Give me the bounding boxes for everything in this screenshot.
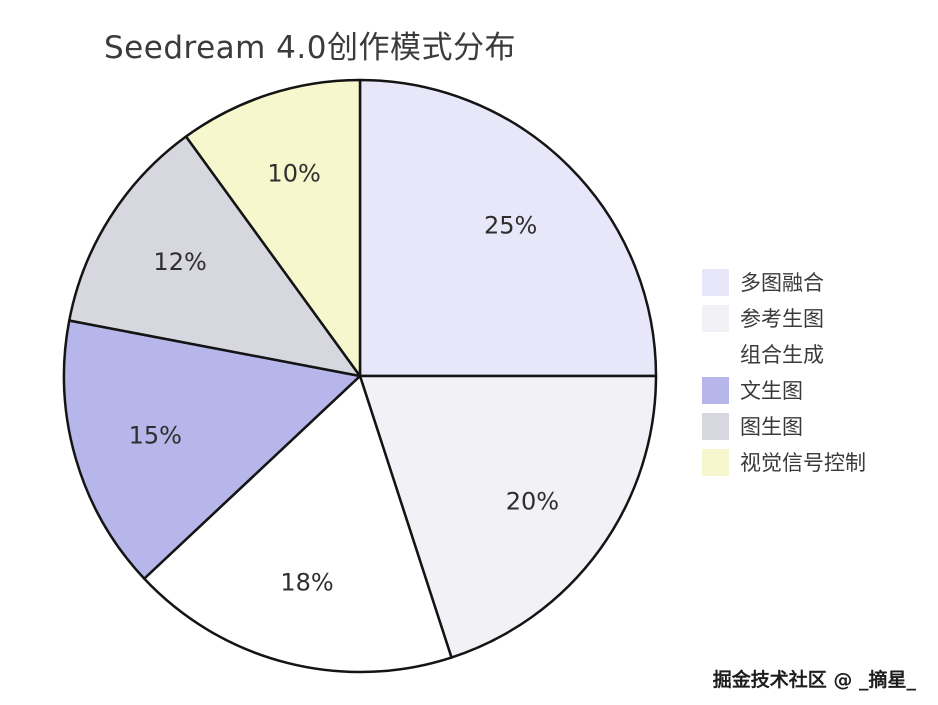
legend-swatch-0 xyxy=(702,268,729,296)
legend-item-5: 视觉信号控制 xyxy=(702,448,866,476)
pie-slice-0 xyxy=(358,78,658,378)
legend-swatch-1 xyxy=(702,304,729,332)
legend-label-5: 视觉信号控制 xyxy=(740,451,866,475)
legend-label-0: 多图融合 xyxy=(740,271,824,295)
pie-slice-1 xyxy=(358,374,658,659)
legend-label-4: 图生图 xyxy=(740,415,803,439)
watermark-text: 掘金技术社区 @ _摘星_ xyxy=(712,669,916,691)
pie-slice-label-4: 12% xyxy=(153,248,206,276)
pie-slice-4 xyxy=(67,135,362,378)
legend-label-1: 参考生图 xyxy=(740,307,824,331)
legend-item-2: 组合生成 xyxy=(702,340,866,368)
legend-swatch-2 xyxy=(702,340,729,368)
pie-slice-label-1: 20% xyxy=(506,487,559,515)
legend-swatch-4 xyxy=(702,412,729,440)
pie-slice-label-3: 15% xyxy=(129,422,182,450)
legend-item-1: 参考生图 xyxy=(702,304,866,332)
legend-item-3: 文生图 xyxy=(702,376,866,404)
chart-title: Seedream 4.0创作模式分布 xyxy=(104,30,516,66)
legend-swatch-5 xyxy=(702,448,729,476)
pie-slice-2 xyxy=(142,374,453,674)
chart-legend: 多图融合参考生图组合生成文生图图生图视觉信号控制 xyxy=(702,268,866,476)
legend-swatch-3 xyxy=(702,376,729,404)
pie-slice-label-2: 18% xyxy=(280,568,333,596)
pie-slice-3 xyxy=(62,319,362,580)
legend-item-0: 多图融合 xyxy=(702,268,866,296)
pie-slice-label-0: 25% xyxy=(484,211,537,239)
legend-label-2: 组合生成 xyxy=(740,343,824,367)
pie-slice-label-5: 10% xyxy=(267,159,320,187)
pie-slice-5 xyxy=(184,78,362,378)
legend-item-4: 图生图 xyxy=(702,412,866,440)
legend-label-3: 文生图 xyxy=(740,379,803,403)
